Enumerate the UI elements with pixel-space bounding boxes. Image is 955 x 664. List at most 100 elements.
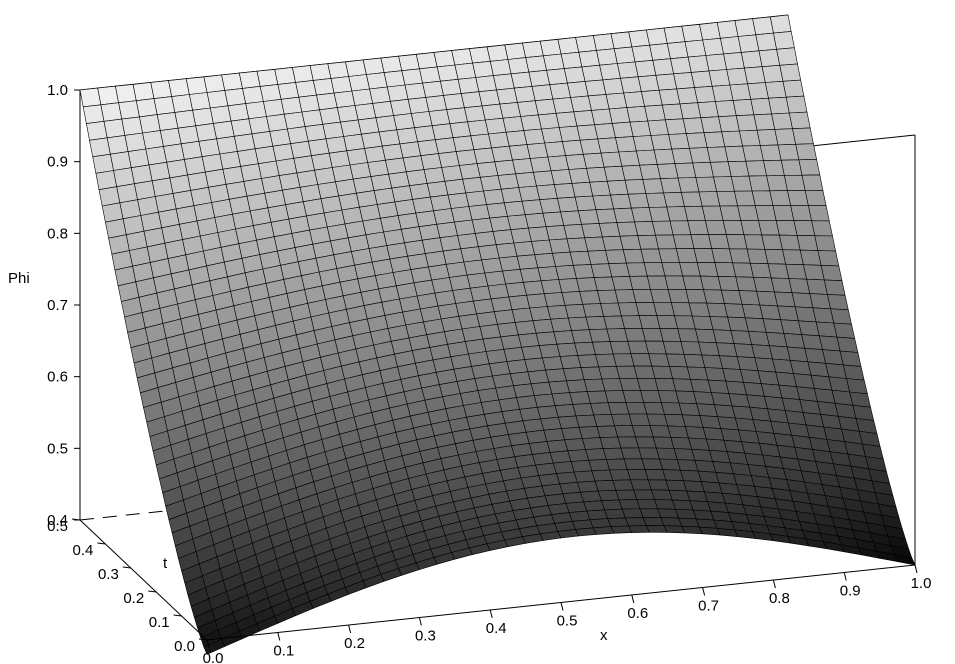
surface-patch	[777, 144, 800, 161]
surface-patch	[274, 67, 296, 85]
surface-patch	[764, 249, 787, 265]
surface-patch	[292, 65, 314, 83]
surface-patch	[701, 205, 724, 221]
surface-patch	[721, 130, 743, 148]
surface-patch	[614, 425, 636, 438]
surface-patch	[582, 152, 605, 169]
surface-patch	[132, 82, 155, 101]
surface-patch	[485, 348, 508, 365]
surface-patch	[535, 331, 558, 346]
surface-patch	[86, 121, 108, 141]
surface-patch	[328, 150, 351, 168]
surface-patch	[530, 381, 553, 396]
surface-patch	[520, 114, 542, 131]
surface-patch	[518, 332, 540, 348]
surface-patch	[534, 98, 557, 116]
surface-patch	[784, 174, 806, 191]
surface-patch	[567, 449, 590, 462]
surface-patch	[723, 52, 745, 70]
surface-patch	[537, 405, 559, 420]
surface-patch	[110, 151, 132, 171]
surface-patch	[645, 192, 668, 208]
phi-tick-label: 0.9	[47, 154, 68, 171]
surface-patch	[547, 155, 570, 172]
surface-patch	[348, 74, 370, 92]
surface-patch	[625, 401, 648, 415]
surface-patch	[531, 84, 554, 101]
surface-patch	[790, 205, 812, 221]
surface-patch	[571, 329, 593, 344]
surface-patch	[725, 234, 748, 250]
surface-patch	[575, 527, 597, 537]
surface-patch	[644, 469, 667, 481]
surface-patch	[685, 132, 708, 149]
surface-patch	[624, 179, 647, 195]
surface-patch	[256, 69, 279, 87]
surface-patch	[606, 179, 629, 196]
surface-patch	[785, 263, 807, 280]
surface-patch	[663, 25, 686, 44]
surface-patch	[663, 192, 685, 208]
surface-patch	[307, 138, 330, 156]
surface-patch	[263, 99, 285, 117]
surface-patch	[528, 70, 551, 87]
surface-patch	[582, 303, 605, 318]
surface-patch	[366, 72, 388, 90]
surface-patch	[361, 131, 383, 149]
surface-patch	[584, 79, 607, 97]
surface-patch	[823, 279, 846, 296]
surface-patch	[574, 341, 596, 356]
surface-patch	[776, 47, 798, 66]
surface-patch	[277, 82, 300, 100]
surface-patch	[698, 191, 721, 207]
surface-patch	[440, 79, 462, 96]
surface-patch	[237, 148, 259, 167]
surface-patch	[216, 136, 238, 155]
surface-patch	[316, 92, 338, 111]
phi-axis-label: Phi	[8, 270, 30, 287]
surface-patch	[614, 289, 637, 304]
surface-patch	[378, 129, 401, 147]
surface-patch	[550, 169, 573, 185]
surface-patch	[706, 146, 729, 163]
surface-patch	[604, 390, 627, 404]
surface-patch	[351, 88, 374, 106]
surface-patch	[586, 509, 609, 521]
surface-patch	[644, 104, 666, 122]
surface-patch	[548, 238, 571, 254]
surface-patch	[349, 162, 372, 180]
surface-patch	[830, 308, 852, 325]
surface-patch	[362, 57, 385, 75]
surface-patch	[684, 205, 706, 221]
surface-patch	[266, 113, 288, 132]
surface-patch	[753, 113, 776, 131]
surface-patch	[375, 115, 398, 133]
surface-patch	[608, 262, 630, 278]
surface-patch	[150, 80, 172, 99]
surface-patch	[259, 84, 282, 102]
surface-patch	[433, 50, 456, 68]
surface-patch	[82, 104, 105, 124]
x-tick-label: 0.0	[203, 650, 224, 664]
surface-patch	[409, 183, 431, 200]
surface-patch	[646, 275, 669, 290]
surface-patch	[484, 270, 507, 287]
surface-patch	[184, 156, 206, 176]
surface-patch	[540, 279, 563, 295]
surface-patch	[656, 163, 679, 179]
x-tick-label: 1.0	[911, 575, 932, 592]
surface-patch	[546, 68, 568, 85]
t-tick-label: 0.1	[149, 614, 170, 631]
surface-patch	[692, 162, 714, 178]
x-tick-label: 0.6	[627, 605, 648, 622]
surface-patch	[603, 165, 626, 182]
surface-patch	[724, 145, 747, 162]
surface-patch	[671, 148, 694, 164]
surface-patch	[622, 248, 645, 264]
surface-patch	[846, 378, 868, 395]
surface-patch	[541, 127, 563, 144]
surface-patch	[213, 120, 235, 140]
surface-patch	[454, 219, 476, 236]
surface-patch	[367, 159, 389, 177]
surface-patch	[767, 263, 790, 279]
